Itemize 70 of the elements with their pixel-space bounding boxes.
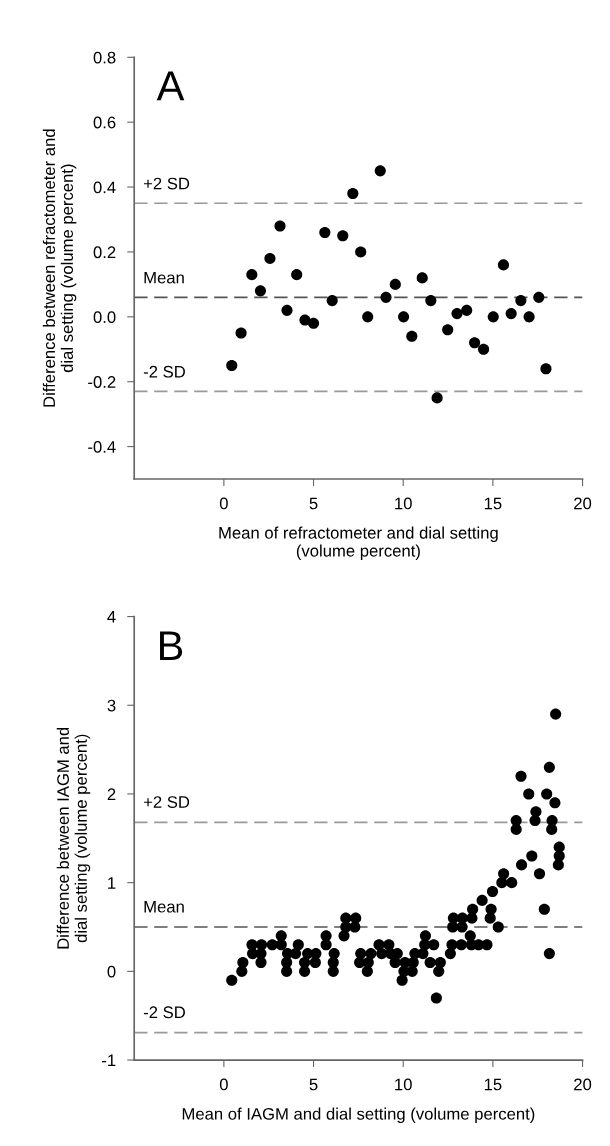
- y-tick-label: 0.8: [93, 51, 116, 64]
- y-tick-label: 0.2: [93, 246, 116, 259]
- point: [398, 311, 410, 323]
- annotation: B: [160, 631, 183, 661]
- point: [431, 392, 443, 404]
- ref-line-label: +2 SD: [143, 796, 190, 808]
- point: [281, 304, 293, 316]
- point: [469, 337, 481, 349]
- x-tick-label: 15: [484, 1078, 502, 1091]
- x-tick-label: 0: [219, 1078, 228, 1091]
- point: [380, 291, 392, 303]
- point: [355, 246, 367, 258]
- x-tick-label: 20: [574, 1078, 592, 1091]
- point: [254, 285, 267, 297]
- x-tick-label: 20: [574, 497, 592, 510]
- point: [226, 359, 238, 372]
- point: [374, 165, 386, 177]
- point: [326, 295, 338, 307]
- ref-line-label: +2 SD: [143, 177, 190, 190]
- y-tick-label: -0.2: [88, 376, 116, 388]
- x-tick-label: 10: [395, 1078, 412, 1091]
- point: [497, 259, 510, 271]
- point: [451, 308, 463, 320]
- x-tick-label: 5: [309, 497, 318, 510]
- point: [478, 343, 490, 355]
- point: [235, 327, 247, 339]
- x-tick-label: 0: [219, 497, 228, 510]
- point: [406, 330, 418, 342]
- y-axis-title: Difference between IAGM and dial setting (volume percent): [56, 727, 91, 949]
- y-tick-label: 0.4: [93, 181, 116, 194]
- y-tick-label: 0.0: [93, 311, 116, 324]
- ref-line-label: Mean: [144, 900, 184, 913]
- point: [246, 269, 258, 281]
- point: [291, 269, 303, 281]
- point: [425, 295, 437, 307]
- point: [264, 252, 276, 264]
- y-tick-label: -1: [102, 1054, 116, 1067]
- y-tick-label: 1: [108, 877, 116, 889]
- x-axis-title: Mean of refractometer and dial setting (volume percent): [219, 526, 498, 560]
- y-tick-label: -0.4: [88, 440, 116, 453]
- point: [362, 311, 374, 323]
- point: [515, 295, 527, 307]
- point: [416, 272, 428, 284]
- annotation: A: [156, 71, 185, 101]
- point: [461, 304, 473, 316]
- x-tick-label: 10: [395, 497, 412, 510]
- point: [307, 317, 320, 329]
- point: [347, 187, 359, 200]
- y-tick-label: 2: [107, 788, 116, 800]
- point: [337, 230, 349, 242]
- point: [274, 220, 286, 232]
- point: [533, 291, 545, 303]
- x-tick-label: 15: [484, 497, 502, 510]
- y-axis-title: Difference between refractometer and dial setting (volume percent): [42, 129, 77, 407]
- ref-line-label: -2 SD: [143, 365, 185, 378]
- y-tick-label: 0: [107, 965, 116, 978]
- y-tick-label: 0.6: [93, 116, 116, 129]
- point: [389, 278, 401, 290]
- point: [540, 363, 552, 375]
- point: [523, 311, 535, 323]
- ref-line-label: Mean: [144, 271, 184, 284]
- y-tick-label: 4: [107, 611, 116, 623]
- x-tick-label: 5: [309, 1078, 318, 1091]
- point: [487, 311, 499, 323]
- x-axis-title: Mean of IAGM and dial setting (volume percent): [182, 1107, 535, 1124]
- point: [319, 226, 331, 239]
- point: [442, 324, 454, 336]
- y-tick-label: 3: [107, 699, 116, 712]
- point: [505, 308, 517, 320]
- ref-line-label: -2 SD: [143, 1006, 185, 1019]
